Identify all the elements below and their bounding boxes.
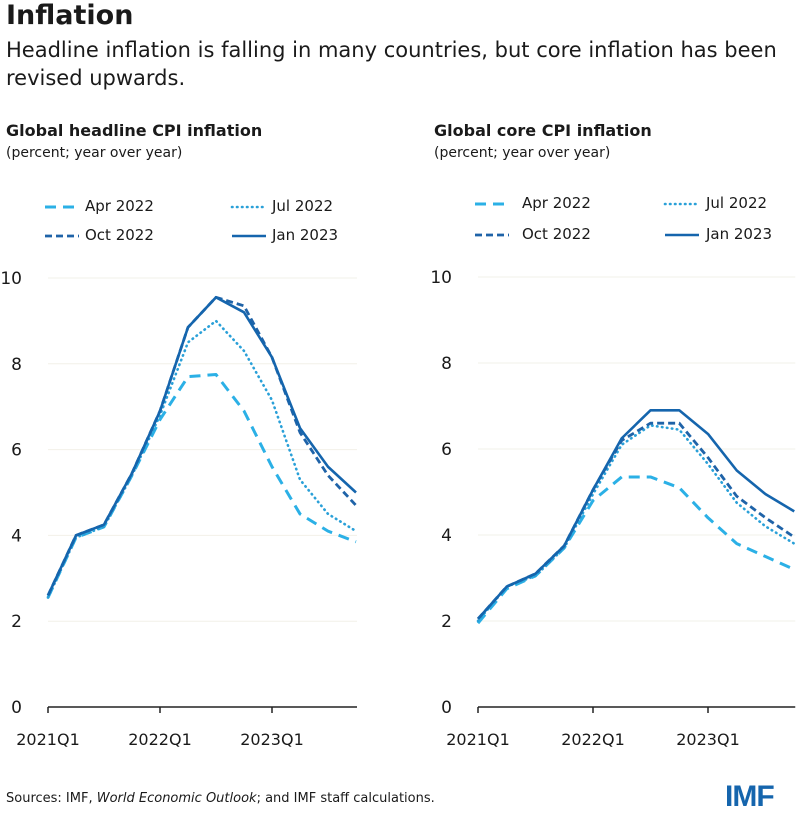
source-publication: World Economic Outlook	[96, 791, 257, 806]
y-tick-label: 10	[0, 269, 22, 289]
series-line-jul-2022	[476, 424, 796, 623]
legend-label-apr-2022: Apr 2022	[85, 197, 154, 215]
imf-logo: IMF	[725, 780, 775, 813]
chart-title-headline: Global headline CPI inflation	[6, 121, 263, 140]
legend-label-oct-2022: Oct 2022	[522, 225, 591, 243]
page-subtitle: Headline inflation is falling in many co…	[6, 38, 777, 90]
legend-label-oct-2022: Oct 2022	[85, 226, 154, 244]
chart-subtitle-headline: (percent; year over year)	[6, 145, 183, 161]
series-line-oct-2022	[46, 295, 358, 597]
y-tick-label: 2	[11, 612, 22, 632]
y-tick-label: 8	[11, 355, 22, 375]
y-tick-label: 2	[441, 612, 452, 632]
y-tick-label: 10	[430, 268, 452, 288]
legend-label-apr-2022: Apr 2022	[522, 194, 591, 212]
series-line-oct-2022	[476, 421, 796, 620]
series-line-apr-2022	[46, 373, 357, 599]
y-tick-label: 6	[441, 440, 452, 460]
chart-subtitle-core: (percent; year over year)	[434, 145, 611, 161]
source-note: Sources: IMF, World Economic Outlook; an…	[6, 791, 435, 806]
x-tick-label: 2021Q1	[446, 730, 510, 749]
x-tick-label: 2022Q1	[128, 730, 192, 749]
y-tick-label: 4	[11, 526, 22, 546]
legend-label-jan-2023: Jan 2023	[706, 225, 773, 243]
legend-label-jul-2022: Jul 2022	[706, 194, 768, 212]
x-tick-label: 2021Q1	[16, 730, 80, 749]
y-tick-label: 4	[441, 526, 452, 546]
source-prefix: Sources: IMF,	[6, 791, 97, 806]
legend-label-jan-2023: Jan 2023	[272, 226, 339, 244]
x-tick-label: 2023Q1	[676, 730, 740, 749]
series-line-jul-2022	[46, 319, 358, 599]
y-tick-label: 0	[11, 698, 22, 718]
source-suffix: ; and IMF staff calculations.	[256, 791, 435, 806]
y-tick-label: 6	[11, 441, 22, 461]
chart-title-core: Global core CPI inflation	[434, 121, 652, 140]
x-tick-label: 2023Q1	[240, 730, 304, 749]
y-tick-label: 0	[441, 698, 452, 718]
series-line-jan-2023	[46, 296, 357, 597]
y-tick-label: 8	[441, 354, 452, 374]
legend-label-jul-2022: Jul 2022	[272, 197, 334, 215]
page-title: Inflation	[6, 0, 134, 31]
x-tick-label: 2022Q1	[561, 730, 625, 749]
series-line-apr-2022	[476, 475, 795, 625]
series-line-jan-2023	[477, 408, 795, 620]
